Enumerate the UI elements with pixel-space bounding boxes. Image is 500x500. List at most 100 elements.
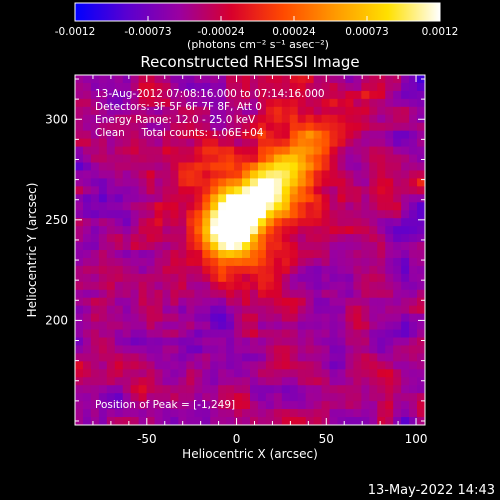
heatmap-pixel — [337, 178, 347, 187]
heatmap-pixel — [114, 321, 124, 331]
heatmap-pixel — [385, 146, 394, 156]
heatmap-pixel — [226, 313, 235, 323]
heatmap-pixel — [297, 106, 307, 116]
heatmap-pixel — [345, 234, 355, 243]
heatmap-pixel — [218, 186, 227, 195]
heatmap-pixel — [401, 234, 410, 243]
heatmap-pixel — [146, 313, 156, 323]
heatmap-pixel — [98, 75, 108, 84]
heatmap-pixel — [305, 250, 315, 259]
heatmap-pixel — [337, 186, 347, 195]
heatmap-pixel — [369, 234, 378, 243]
heatmap-pixel — [226, 170, 235, 180]
heatmap-pixel — [417, 250, 425, 259]
heatmap-pixel — [321, 122, 331, 132]
heatmap-pixel — [417, 345, 425, 355]
heatmap-pixel — [385, 409, 394, 418]
heatmap-pixel — [369, 281, 378, 291]
heatmap-pixel — [234, 313, 243, 323]
heatmap-pixel — [369, 106, 378, 116]
heatmap-pixel — [250, 313, 259, 323]
heatmap-pixel — [393, 82, 402, 92]
heatmap-pixel — [409, 313, 418, 323]
heatmap-pixel — [289, 345, 299, 355]
heatmap-pixel — [273, 345, 283, 355]
heatmap-pixel — [250, 90, 259, 100]
heatmap-pixel — [122, 186, 132, 195]
colorbar-tick-label: -0.00073 — [124, 26, 171, 38]
heatmap-pixel — [162, 369, 172, 378]
heatmap-pixel — [242, 194, 251, 203]
heatmap-pixel — [218, 313, 227, 323]
y-tick-label: 200 — [45, 313, 68, 327]
heatmap-pixel — [130, 226, 140, 235]
heatmap-pixel — [257, 361, 267, 370]
heatmap-pixel — [289, 106, 299, 116]
heatmap-pixel — [250, 98, 259, 108]
heatmap-pixel — [250, 361, 259, 370]
heatmap-pixel — [138, 321, 148, 331]
heatmap-pixel — [130, 210, 140, 219]
heatmap-pixel — [146, 154, 156, 164]
heatmap-pixel — [162, 337, 172, 347]
heatmap-pixel — [146, 106, 156, 116]
heatmap-pixel — [289, 369, 299, 378]
heatmap-pixel — [138, 250, 148, 259]
heatmap-pixel — [218, 321, 227, 331]
heatmap-pixel — [146, 178, 156, 187]
heatmap-pixel — [138, 329, 148, 339]
heatmap-pixel — [385, 361, 394, 370]
heatmap-pixel — [313, 130, 323, 140]
heatmap-pixel — [305, 257, 315, 267]
heatmap-pixel — [178, 289, 187, 299]
heatmap-pixel — [75, 377, 84, 386]
heatmap-pixel — [393, 289, 402, 299]
heatmap-pixel — [369, 385, 378, 394]
heatmap-pixel — [170, 186, 180, 195]
heatmap-pixel — [281, 210, 291, 219]
heatmap-pixel — [242, 122, 251, 132]
heatmap-pixel — [409, 138, 418, 148]
heatmap-pixel — [377, 417, 386, 425]
heatmap-pixel — [369, 138, 378, 148]
heatmap-pixel — [98, 250, 108, 259]
heatmap-pixel — [289, 202, 299, 211]
heatmap-pixel — [75, 138, 84, 148]
heatmap-pixel — [393, 321, 402, 331]
heatmap-pixel — [226, 361, 235, 370]
heatmap-pixel — [345, 305, 355, 315]
heatmap-pixel — [417, 210, 425, 219]
heatmap-pixel — [289, 75, 299, 84]
heatmap-pixel — [202, 218, 211, 227]
heatmap-pixel — [250, 202, 259, 211]
heatmap-pixel — [178, 90, 187, 100]
heatmap-pixel — [281, 329, 291, 339]
heatmap-pixel — [194, 234, 203, 243]
heatmap-pixel — [242, 265, 251, 275]
heatmap-pixel — [329, 114, 339, 124]
heatmap-pixel — [82, 130, 92, 140]
heatmap-pixel — [146, 202, 156, 211]
heatmap-pixel — [289, 186, 299, 195]
heatmap-pixel — [265, 226, 275, 235]
heatmap-pixel — [401, 98, 410, 108]
heatmap-pixel — [162, 146, 172, 156]
heatmap-pixel — [353, 178, 362, 187]
heatmap-pixel — [257, 289, 267, 299]
heatmap-pixel — [385, 194, 394, 203]
heatmap-pixel — [130, 257, 140, 267]
heatmap-pixel — [130, 218, 140, 227]
heatmap-pixel — [146, 162, 156, 172]
heatmap-pixel — [337, 234, 347, 243]
heatmap-pixel — [313, 202, 323, 211]
heatmap-pixel — [265, 313, 275, 323]
heatmap-pixel — [146, 337, 156, 347]
heatmap-pixel — [194, 273, 203, 283]
heatmap-pixel — [90, 401, 100, 410]
heatmap-pixel — [273, 297, 283, 307]
heatmap-pixel — [313, 393, 323, 402]
heatmap-pixel — [393, 154, 402, 164]
heatmap-pixel — [273, 393, 283, 402]
heatmap-pixel — [106, 210, 116, 219]
heatmap-pixel — [273, 178, 283, 187]
